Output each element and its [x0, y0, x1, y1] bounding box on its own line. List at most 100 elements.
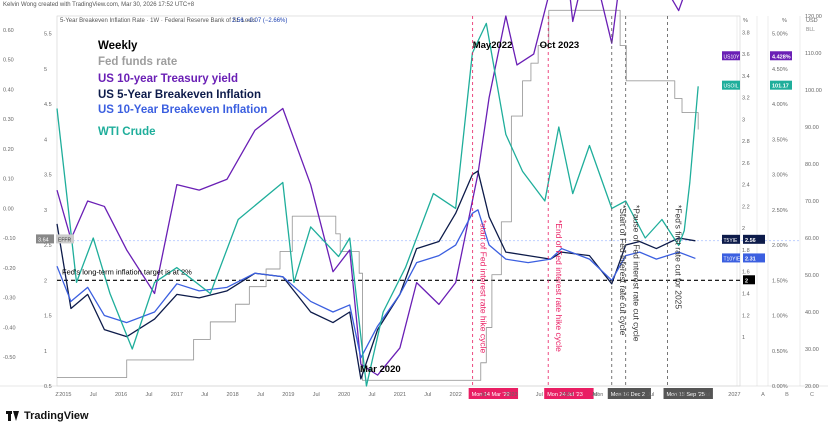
usd-axis-tick: 80.00 [805, 162, 819, 168]
x-axis-tick: Jul [592, 392, 599, 398]
usd-axis-tick: 70.00 [805, 199, 819, 205]
event-date-extra: Mon [593, 392, 604, 398]
ust-axis-tick: 1 [742, 335, 745, 341]
usd-axis-tick: 40.00 [805, 310, 819, 316]
value-tag-bg [770, 51, 792, 61]
legend-item-t5yie: US 5-Year Breakeven Inflation [98, 89, 261, 101]
ust-axis-unit: % [743, 18, 748, 24]
value-tag-effr-value: 3.64 [38, 237, 49, 243]
value-tag-us10y-value: 4.428% [772, 54, 791, 60]
x-axis-tick: 2016 [115, 392, 127, 398]
ust-axis-tick: 3.2 [742, 96, 750, 102]
value-tag-t5yie-value: 2.56 [745, 238, 756, 244]
x-axis-tick: Jul [369, 392, 376, 398]
value-tag-target-value: 2 [745, 278, 748, 284]
rate-axis-tick: 0.00% [772, 384, 788, 390]
event-label: *start of Fed interest rate hike cycle [479, 220, 489, 353]
usd-axis-tick: 120.00 [805, 14, 822, 20]
axis-letter: C [810, 392, 814, 398]
left-axis-tick: -0.40 [3, 325, 16, 331]
rate-axis-tick: 4.50% [772, 67, 788, 73]
breakeven-axis-tick: 0.5 [44, 384, 52, 390]
value-tag-bg [722, 80, 740, 90]
legend-title: Weekly [98, 40, 138, 52]
event-label: *Start of Fed interest rate cut cycle [618, 205, 628, 336]
rate-axis-tick: 2.50% [772, 208, 788, 214]
axis-letter: A [761, 392, 765, 398]
value-tag-us10y-name: US10Y [724, 54, 741, 60]
annotation-may2022: May2022 [473, 40, 513, 51]
usd-axis-sub: BLL [806, 27, 815, 33]
breakeven-axis-tick: 5 [44, 67, 47, 73]
x-axis-tick: Jul [313, 392, 320, 398]
value-tag-usoil-value: 101.17 [772, 84, 789, 90]
annotation-oct2023: Oct 2023 [540, 40, 580, 51]
ust-axis-tick: 2.2 [742, 204, 750, 210]
ust-axis-tick: 1.8 [742, 248, 750, 254]
rate-axis-tick: 3.00% [772, 173, 788, 179]
x-axis-tick: 2025 [617, 392, 629, 398]
x-axis-tick: 2017 [171, 392, 183, 398]
ust-axis-tick: 2 [742, 226, 745, 232]
value-tag-bg [722, 234, 740, 244]
left-axis-tick: 0.40 [3, 87, 14, 93]
event-date-tag [663, 388, 713, 399]
usd-axis-unit: USD [806, 18, 818, 24]
usd-axis-tick: 30.00 [805, 347, 819, 353]
ust-axis-tick: 3 [742, 117, 745, 123]
event-date-tag [544, 388, 594, 399]
breakeven-axis-tick: 3.5 [44, 173, 52, 179]
event-label: *Pause of Fed interest rate cut cycle [632, 205, 642, 342]
left-axis-tick: -0.10 [3, 236, 16, 242]
tradingview-logo: TradingView [6, 410, 89, 422]
breakeven-axis-tick: 4.5 [44, 102, 52, 108]
axis-letter: B [785, 392, 789, 398]
x-axis-tick: 2024 [561, 392, 573, 398]
left-axis-tick: 0.10 [3, 177, 14, 183]
x-axis-tick: Jul [647, 392, 654, 398]
breakeven-axis-tick: 2 [44, 278, 47, 284]
series-line-fedfunds[interactable] [57, 9, 699, 381]
usd-axis-tick: 90.00 [805, 125, 819, 131]
legend-item-fedfunds: Fed funds rate [98, 56, 177, 68]
x-axis-tick: 2021 [394, 392, 406, 398]
ust-axis-tick: 2.6 [742, 161, 750, 167]
value-tag-bg [743, 253, 765, 263]
event-date-tag [607, 388, 651, 399]
x-axis-tick: Jul [257, 392, 264, 398]
series-title: 5-Year Breakeven Inflation Rate · 1W · F… [60, 18, 256, 24]
series-line-t10yie[interactable] [56, 209, 696, 359]
event-date: Mon 14 Mar '22 [472, 392, 510, 398]
left-axis-tick: -0.20 [3, 266, 16, 272]
annotation-mar2020: Mar 2020 [360, 364, 401, 375]
series-line-wti[interactable] [56, 22, 699, 387]
series-line-ust10y[interactable] [56, 0, 695, 376]
breakeven-axis-tick: 2.5 [44, 243, 52, 249]
legend-item-ust10y: US 10-year Treasury yield [98, 73, 238, 85]
value-tag-t10yie-value: 2.31 [745, 256, 756, 262]
x-axis-tick: Jul [536, 392, 543, 398]
rate-axis-tick: 4.00% [772, 102, 788, 108]
usd-axis-tick: 100.00 [805, 88, 822, 94]
event-label: *End of Fed interest rate hike cycle [554, 220, 564, 352]
rate-axis-tick: 3.50% [772, 137, 788, 143]
value-tag-bg [36, 234, 54, 244]
legend-item-wti: WTI Crude [98, 126, 156, 138]
series-last-value: 2.56 [232, 18, 244, 24]
value-tag-effr-name: EFFR [58, 237, 71, 243]
left-axis-tick: -0.30 [3, 296, 16, 302]
x-axis-tick: 2018 [227, 392, 239, 398]
x-axis-tick: 2027 [728, 392, 740, 398]
ust-axis-tick: 1.4 [742, 292, 750, 298]
left-axis-tick: 0.30 [3, 117, 14, 123]
breakeven-axis-tick: 5.5 [44, 32, 52, 38]
rate-axis-tick: 1.00% [772, 314, 788, 320]
value-tag-bg [56, 234, 74, 244]
value-tag-bg [770, 80, 792, 90]
x-axis-tick: Jul [145, 392, 152, 398]
ust-axis-tick: 1.2 [742, 313, 750, 319]
x-axis-tick: Jul [90, 392, 97, 398]
ust-axis-tick: 3.4 [742, 74, 750, 80]
x-axis-tick: 2015 [59, 392, 71, 398]
